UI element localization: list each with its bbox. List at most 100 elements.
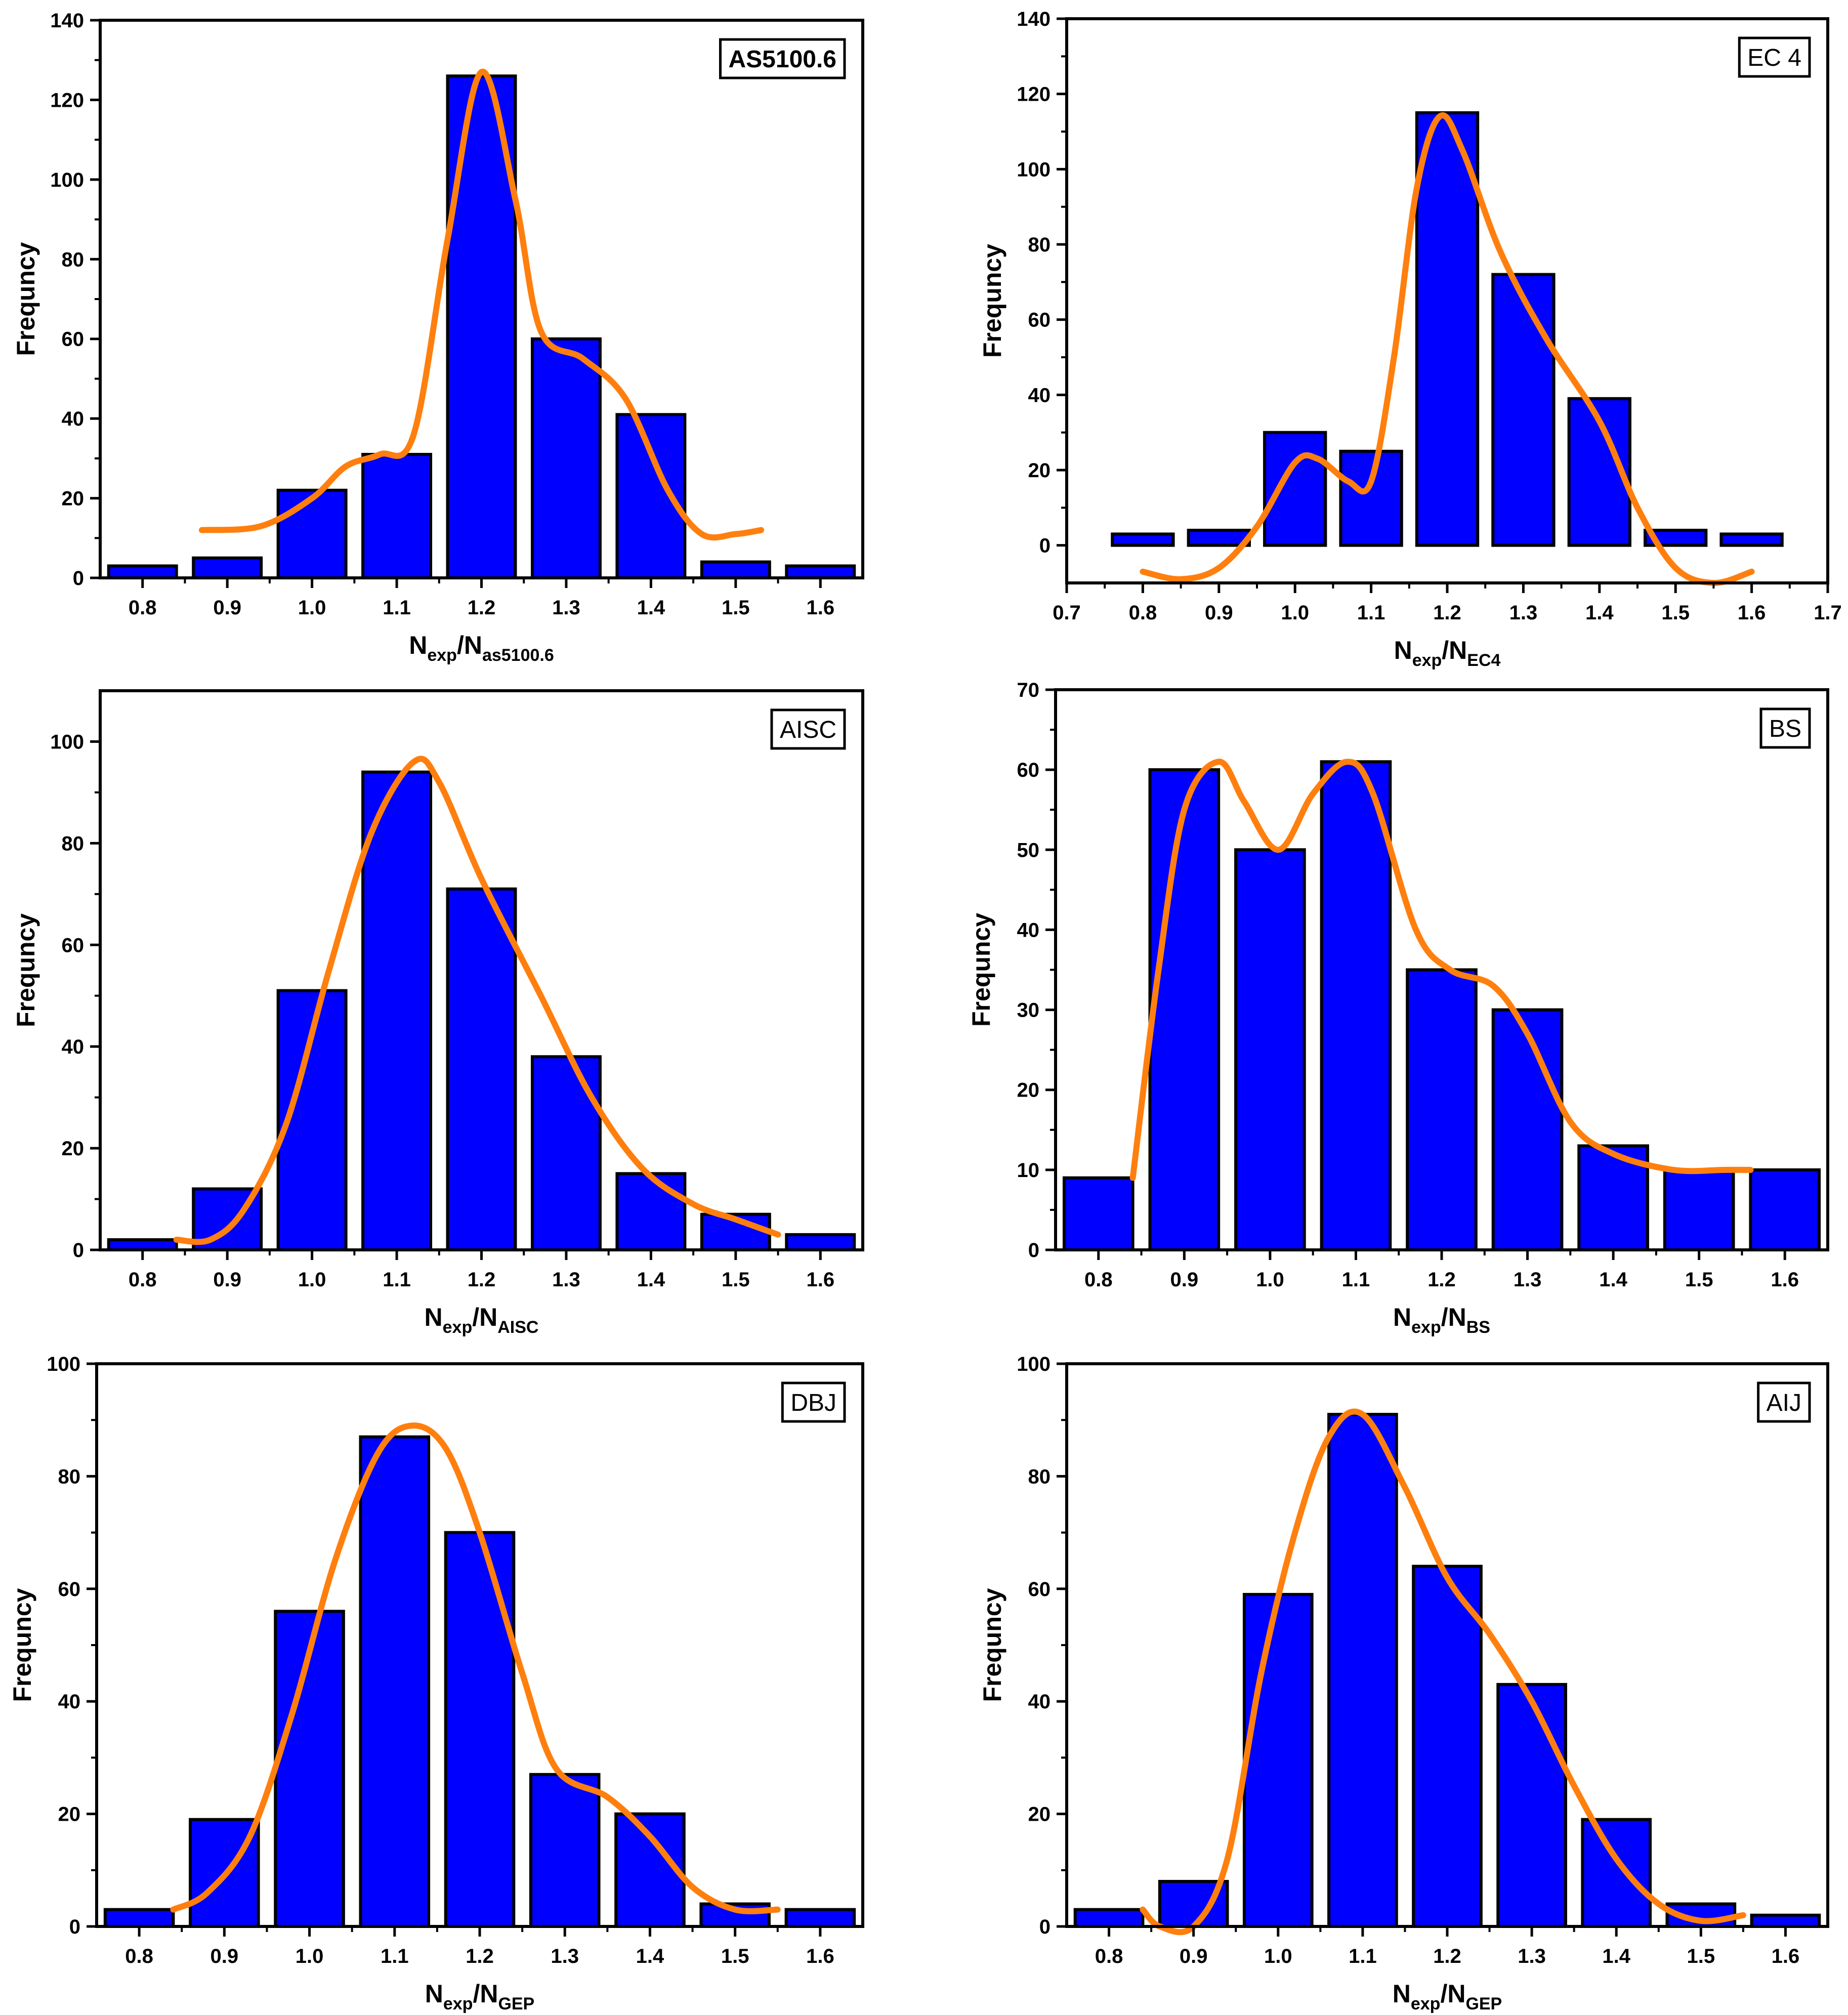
panel-label-box-aij: [1757, 1381, 1811, 1423]
density-curve-ec4: [1140, 112, 1755, 586]
x-tick-label-ec4: 0.9: [1205, 602, 1233, 624]
bar-aisc-1.3: [530, 1055, 602, 1251]
bar-dbj-1.1: [359, 1435, 431, 1928]
x-tick-label-dbj: 1.1: [381, 1945, 409, 1967]
bar-bs-0.9: [1148, 768, 1221, 1251]
y-tick-label-bs: 70: [1017, 679, 1040, 701]
y-tick-label-dbj: 20: [58, 1803, 81, 1826]
bar-as5100-0.8: [107, 564, 178, 580]
x-tick-label-ec4: 1.3: [1509, 602, 1538, 624]
x-tick-label-aisc: 1.2: [468, 1269, 496, 1291]
bar-as5100-0.9: [192, 556, 263, 579]
x-tick-label-ec4: 1.5: [1661, 602, 1690, 624]
x-tick-label-bs: 1.3: [1514, 1269, 1542, 1291]
bar-bs-1.2: [1406, 968, 1478, 1251]
x-tick-label-ec4: 1.7: [1814, 602, 1842, 624]
y-tick-label-bs: 60: [1017, 759, 1040, 781]
x-tick-label-aisc: 1.1: [383, 1269, 411, 1291]
y-tick-label-dbj: 80: [58, 1465, 81, 1488]
y-axis-label-bs: Frequncy: [967, 913, 995, 1027]
x-tick-label-aisc: 1.3: [552, 1269, 580, 1291]
y-tick-label-bs: 40: [1017, 919, 1040, 941]
y-tick-label-bs: 0: [1028, 1239, 1039, 1262]
bar-aisc-0.8: [107, 1238, 178, 1252]
x-tick-label-bs: 0.9: [1170, 1269, 1199, 1291]
y-tick-label-aij: 100: [1017, 1353, 1051, 1375]
y-tick-label-aisc: 0: [73, 1239, 84, 1262]
x-tick-label-aij: 1.3: [1518, 1945, 1546, 1967]
bar-bs-1.6: [1749, 1168, 1821, 1252]
bar-dbj-1.2: [444, 1531, 516, 1928]
y-tick-label-aij: 40: [1028, 1691, 1051, 1713]
x-axis-label-dbj: Nexp/NGEP: [425, 1980, 535, 2013]
y-tick-label-dbj: 40: [58, 1691, 81, 1713]
x-tick-label-dbj: 1.5: [721, 1945, 749, 1967]
bar-as5100-1.0: [276, 488, 348, 579]
x-tick-label-as5100: 0.9: [213, 597, 241, 619]
y-tick-label-ec4: 140: [1017, 8, 1051, 30]
x-tick-label-dbj: 0.8: [125, 1945, 153, 1967]
x-tick-label-aij: 1.4: [1602, 1945, 1630, 1967]
y-tick-label-aisc: 60: [62, 934, 85, 956]
chart-panel-aisc: 0.8 0.9 1.0 1.1 1.2 1.3 1.4 1.5 1.6 0 20 40 60 80 100 F…: [12, 689, 864, 1337]
bar-bs-1.3: [1491, 1008, 1564, 1251]
panel-label-aij: AIJ: [1767, 1390, 1801, 1416]
bar-aisc-1.1: [361, 770, 433, 1251]
y-tick-label-aij: 80: [1028, 1465, 1051, 1488]
density-curve-aisc: [173, 755, 781, 1245]
panel-label-as5100: AS5100.6: [729, 46, 837, 73]
x-tick-label-ec4: 1.4: [1585, 602, 1614, 624]
y-tick-label-dbj: 100: [47, 1353, 80, 1375]
panel-label-ec4: EC 4: [1747, 45, 1801, 71]
bar-bs-1.1: [1320, 760, 1392, 1252]
y-tick-label-as5100: 120: [50, 89, 84, 111]
bar-aij-1.0: [1242, 1592, 1314, 1928]
x-tick-label-as5100: 1.0: [298, 597, 326, 619]
y-tick-label-aisc: 80: [62, 832, 85, 855]
panel-label-bs: BS: [1769, 716, 1801, 742]
y-tick-label-as5100: 100: [50, 169, 84, 191]
x-tick-label-ec4: 1.6: [1738, 602, 1766, 624]
x-tick-label-bs: 1.5: [1685, 1269, 1713, 1291]
x-tick-label-ec4: 0.8: [1129, 602, 1157, 624]
x-tick-label-dbj: 1.6: [806, 1945, 834, 1967]
x-tick-label-bs: 1.1: [1342, 1269, 1370, 1291]
y-tick-label-ec4: 80: [1028, 234, 1051, 256]
x-tick-label-aisc: 1.6: [806, 1269, 834, 1291]
bar-as5100-1.6: [785, 564, 856, 580]
y-tick-label-as5100: 140: [50, 10, 84, 32]
x-tick-label-bs: 1.6: [1771, 1269, 1799, 1291]
x-tick-label-as5100: 1.1: [383, 597, 411, 619]
x-tick-label-aisc: 1.4: [637, 1269, 665, 1291]
x-tick-label-aisc: 0.9: [213, 1269, 241, 1291]
bar-ec4-1.2: [1415, 111, 1480, 547]
y-tick-label-ec4: 0: [1039, 535, 1051, 557]
bar-aij-1.2: [1412, 1565, 1483, 1928]
x-tick-label-as5100: 0.8: [129, 597, 157, 619]
bar-aij-1.6: [1750, 1913, 1821, 1928]
x-tick-label-dbj: 1.0: [296, 1945, 324, 1967]
x-tick-label-ec4: 1.0: [1281, 602, 1309, 624]
y-axis-label-dbj: Frequncy: [8, 1588, 36, 1702]
bar-dbj-1.3: [529, 1773, 601, 1928]
x-tick-label-aij: 1.5: [1687, 1945, 1715, 1967]
y-tick-label-aij: 20: [1028, 1803, 1051, 1826]
x-axis-label-ec4: Nexp/NEC4: [1394, 636, 1501, 670]
bar-ec4-1.1: [1339, 449, 1403, 547]
y-tick-label-aij: 60: [1028, 1578, 1051, 1601]
bar-as5100-1.5: [700, 560, 771, 579]
x-tick-label-dbj: 1.3: [551, 1945, 579, 1967]
bar-dbj-1.6: [784, 1908, 856, 1928]
bar-aisc-1.6: [785, 1233, 856, 1251]
x-tick-label-as5100: 1.5: [722, 597, 750, 619]
y-tick-label-bs: 50: [1017, 839, 1040, 861]
density-curve-aij: [1140, 1408, 1746, 1936]
panel-label-box-dbj: [781, 1381, 846, 1423]
y-tick-label-bs: 10: [1017, 1159, 1040, 1182]
panel-label-box-as5100: [719, 38, 846, 79]
bar-aij-1.3: [1496, 1683, 1567, 1928]
y-tick-label-dbj: 0: [69, 1916, 80, 1938]
bar-dbj-0.8: [103, 1908, 175, 1928]
density-curve-bs: [1129, 759, 1754, 1181]
